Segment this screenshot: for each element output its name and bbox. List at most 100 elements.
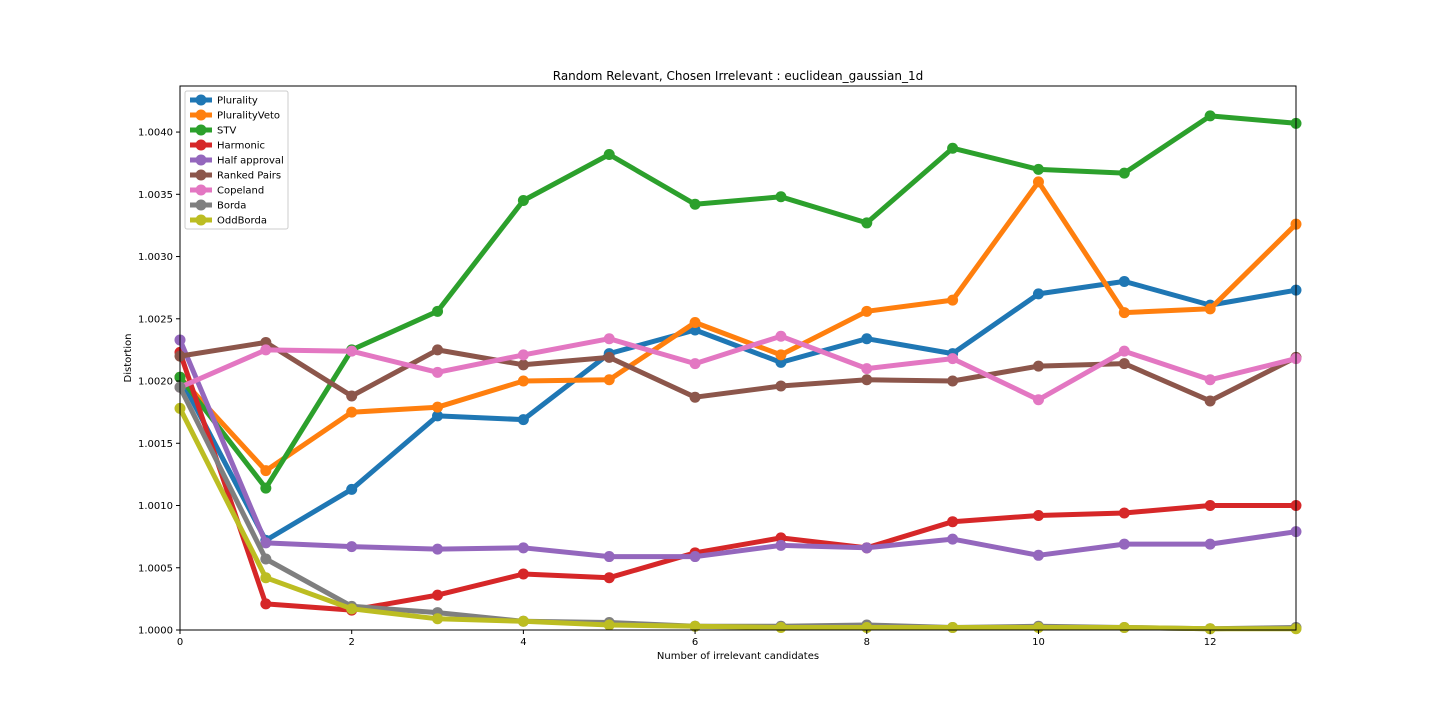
y-tick-label: 1.0020 xyxy=(138,377,173,388)
series-harmonic xyxy=(174,346,1302,616)
data-point xyxy=(517,414,529,426)
legend-item: Ranked Pairs xyxy=(190,169,281,182)
y-axis: 1.0000 1.0005 1.0010 1.0015 1.0020 1.0025 1.00… xyxy=(138,128,180,637)
data-point xyxy=(1204,538,1216,550)
legend-marker xyxy=(195,109,207,121)
series-line xyxy=(179,333,1297,403)
data-point xyxy=(861,217,873,229)
series-line xyxy=(178,179,1298,474)
series-line xyxy=(178,113,1297,491)
legend-item: OddBorda xyxy=(190,214,267,227)
data-point xyxy=(775,622,787,634)
legend-label: Ranked Pairs xyxy=(217,171,281,182)
legend-label: Half approval xyxy=(217,156,284,167)
data-point xyxy=(517,349,529,361)
data-point xyxy=(861,363,873,375)
data-point xyxy=(947,533,959,545)
data-point xyxy=(947,353,959,365)
legend-label: OddBorda xyxy=(217,216,267,227)
legend-label: Copeland xyxy=(217,186,264,197)
data-point xyxy=(517,542,529,554)
data-point xyxy=(947,622,959,634)
series-line xyxy=(177,386,1297,632)
data-point xyxy=(1032,288,1044,300)
data-point xyxy=(947,375,959,387)
series-line xyxy=(177,278,1297,543)
data-point xyxy=(1204,110,1216,122)
data-point xyxy=(861,374,873,386)
data-point xyxy=(603,374,615,386)
data-point xyxy=(603,619,615,631)
data-point xyxy=(947,142,959,154)
data-point xyxy=(346,345,358,357)
data-point xyxy=(432,410,444,422)
data-point xyxy=(260,572,272,584)
data-point xyxy=(517,195,529,207)
legend-marker xyxy=(195,169,207,181)
x-tick-label: 6 xyxy=(692,637,698,648)
data-point xyxy=(1204,623,1216,635)
y-tick-label: 1.0035 xyxy=(138,190,173,201)
data-point xyxy=(260,465,272,477)
legend-marker xyxy=(195,214,207,226)
data-point xyxy=(603,572,615,584)
data-point xyxy=(260,598,272,610)
data-point xyxy=(603,148,615,160)
data-point xyxy=(603,551,615,563)
legend-label: Plurality xyxy=(217,96,258,107)
data-point xyxy=(260,482,272,494)
x-tick-label: 10 xyxy=(1032,637,1045,648)
data-point xyxy=(432,344,444,356)
data-point xyxy=(1118,167,1130,179)
legend-label: Harmonic xyxy=(217,141,265,152)
data-point xyxy=(947,294,959,306)
data-point xyxy=(861,542,873,554)
y-tick-label: 1.0040 xyxy=(138,128,173,139)
legend-marker xyxy=(195,139,207,151)
series-line xyxy=(177,338,1297,560)
data-point xyxy=(1118,507,1130,519)
series-stv xyxy=(174,110,1302,494)
data-point xyxy=(346,603,358,615)
data-point xyxy=(432,613,444,625)
legend-marker xyxy=(195,154,207,166)
legend-item: Copeland xyxy=(190,184,264,197)
x-tick-label: 12 xyxy=(1204,637,1217,648)
data-point xyxy=(517,375,529,387)
data-point xyxy=(1204,303,1216,315)
series-pluralityveto xyxy=(174,176,1302,477)
legend: Plurality PluralityVeto STV Harmonic Half ap… xyxy=(184,90,289,230)
data-point xyxy=(432,366,444,378)
y-tick-label: 1.0000 xyxy=(138,626,173,637)
data-point xyxy=(517,615,529,627)
data-point xyxy=(861,305,873,317)
data-point xyxy=(260,344,272,356)
data-point xyxy=(1032,163,1044,175)
y-axis-label: Distortion xyxy=(123,334,134,383)
data-point xyxy=(1032,509,1044,521)
series-line xyxy=(179,339,1298,404)
legend-item: Plurality xyxy=(190,94,258,107)
legend-item: Half approval xyxy=(190,154,284,167)
legend-marker xyxy=(195,199,207,211)
data-point xyxy=(1118,622,1130,634)
data-point xyxy=(1032,360,1044,372)
data-point xyxy=(1204,500,1216,512)
data-point xyxy=(689,358,701,370)
series-half-approval xyxy=(174,334,1302,563)
series-oddborda xyxy=(174,402,1302,635)
chart-title: Random Relevant, Chosen Irrelevant : euc… xyxy=(553,69,923,83)
data-point xyxy=(346,541,358,553)
data-point xyxy=(346,483,358,495)
data-point xyxy=(432,589,444,601)
data-point xyxy=(689,391,701,403)
series-plurality xyxy=(174,275,1302,546)
legend-item: Borda xyxy=(190,199,246,212)
data-point xyxy=(1118,307,1130,319)
legend-marker xyxy=(195,184,207,196)
legend-box xyxy=(184,90,289,230)
legend-item: Harmonic xyxy=(190,139,265,152)
x-tick-label: 8 xyxy=(864,637,870,648)
legend-item: STV xyxy=(190,124,236,137)
y-tick-label: 1.0005 xyxy=(138,563,173,574)
